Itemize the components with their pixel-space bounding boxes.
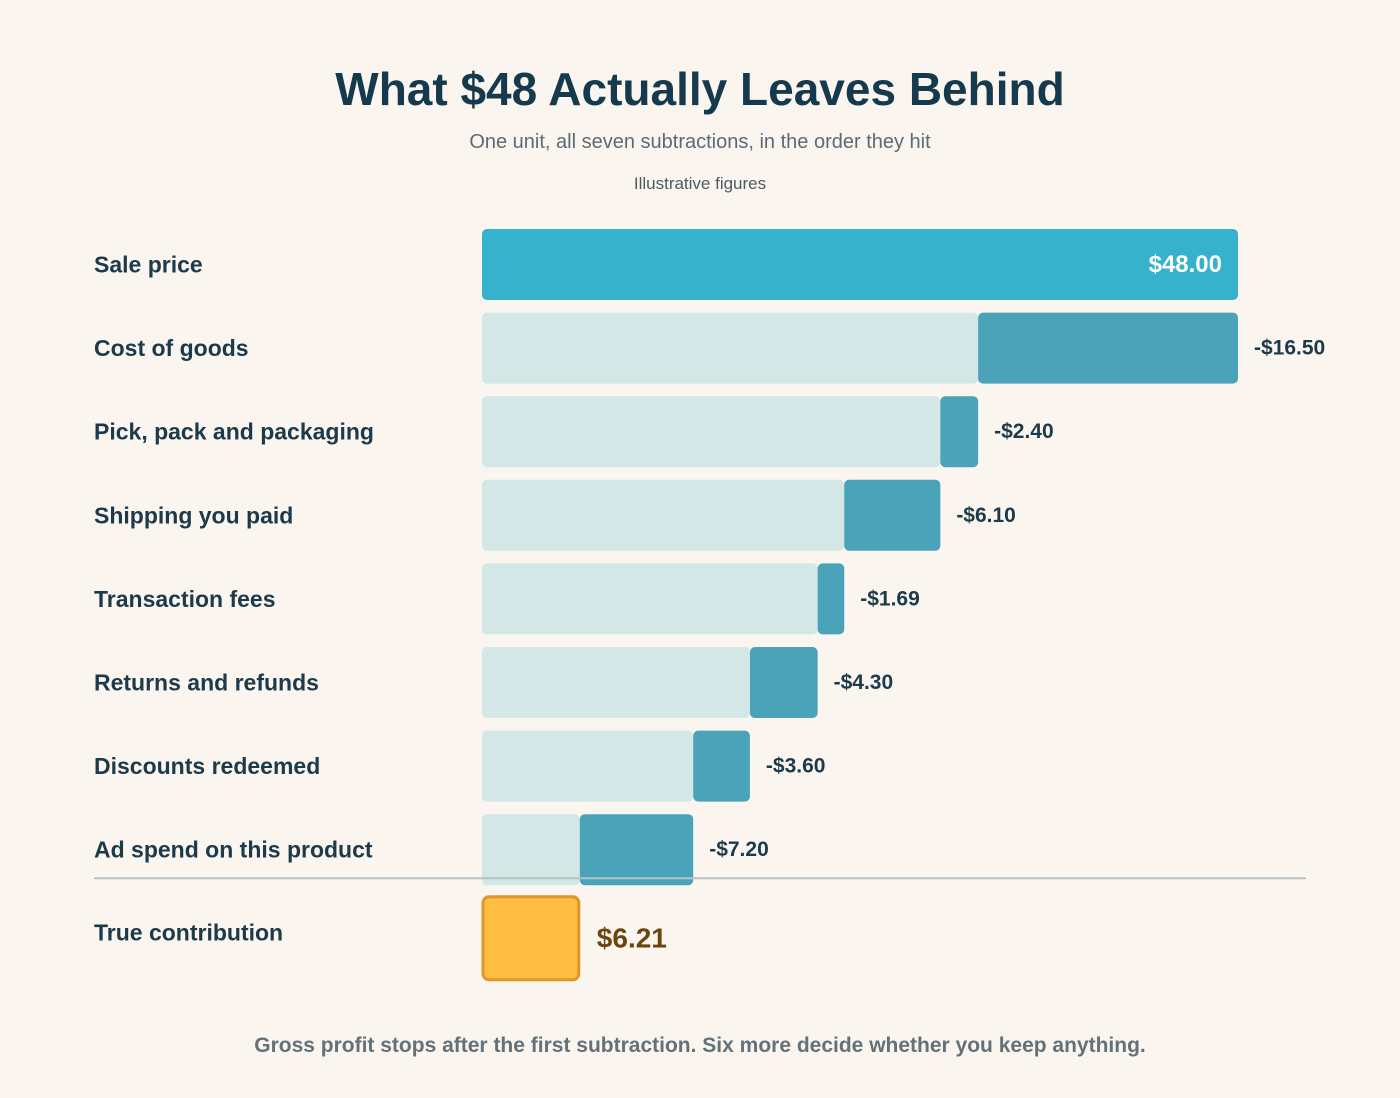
data-label-discounts-redeemed: -$3.60	[766, 755, 826, 778]
row-label-shipping-you-paid: Shipping you paid	[94, 502, 293, 528]
row-label-true-contribution: True contribution	[94, 919, 283, 945]
row-label-transaction-fees: Transaction fees	[94, 586, 276, 612]
row-label-discounts-redeemed: Discounts redeemed	[94, 753, 320, 779]
data-label-cost-of-goods: -$16.50	[1254, 337, 1325, 360]
data-label-shipping-you-paid: -$6.10	[956, 504, 1016, 527]
remaining-bar-pick-pack-and-packaging	[482, 396, 941, 468]
data-label-ad-spend-on-this-product: -$7.20	[709, 838, 769, 861]
row-label-sale-price: Sale price	[94, 252, 203, 278]
data-label-true-contribution: $6.21	[597, 922, 667, 953]
chart-note: Illustrative figures	[633, 174, 767, 193]
data-label-sale-price: $48.00	[1149, 251, 1222, 278]
bar-sale-price	[482, 229, 1238, 300]
data-label-returns-and-refunds: -$4.30	[834, 671, 894, 694]
bar-true-contribution	[481, 895, 581, 982]
subtraction-bar-transaction-fees	[817, 563, 845, 635]
subtraction-bar-shipping-you-paid	[844, 479, 941, 551]
remaining-bar-cost-of-goods	[482, 312, 979, 384]
row-label-pick-pack-and-packaging: Pick, pack and packaging	[94, 419, 374, 445]
chart-subtitle: One unit, all seven subtractions, in the…	[469, 131, 931, 153]
data-label-pick-pack-and-packaging: -$2.40	[994, 420, 1054, 443]
remaining-bar-transaction-fees	[482, 563, 818, 635]
remaining-bar-ad-spend-on-this-product	[482, 814, 580, 886]
chart-footnote: Gross profit stops after the first subtr…	[254, 1034, 1146, 1057]
row-label-cost-of-goods: Cost of goods	[94, 335, 249, 361]
remaining-bar-shipping-you-paid	[482, 479, 845, 551]
data-label-transaction-fees: -$1.69	[860, 587, 920, 610]
subtraction-bar-ad-spend-on-this-product	[579, 814, 694, 886]
row-label-ad-spend-on-this-product: Ad spend on this product	[94, 837, 373, 863]
remaining-bar-returns-and-refunds	[482, 647, 750, 718]
subtraction-bar-discounts-redeemed	[693, 730, 750, 802]
subtraction-bar-cost-of-goods	[978, 312, 1238, 384]
subtraction-bar-returns-and-refunds	[749, 647, 818, 718]
row-label-returns-and-refunds: Returns and refunds	[94, 670, 319, 696]
chart-title: What $48 Actually Leaves Behind	[335, 63, 1065, 115]
remaining-bar-discounts-redeemed	[482, 730, 694, 802]
subtraction-bar-pick-pack-and-packaging	[940, 396, 979, 468]
